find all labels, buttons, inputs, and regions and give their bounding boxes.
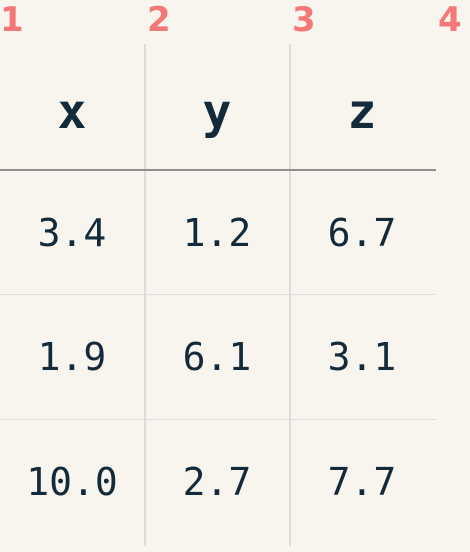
header-z: z: [347, 84, 377, 140]
column-number-4: 4: [438, 0, 462, 40]
column-number-2: 2: [147, 0, 171, 40]
cell-r1-x: 3.4: [37, 211, 107, 255]
header-y: y: [202, 84, 232, 140]
row-divider: [0, 419, 436, 420]
header-x: x: [57, 84, 87, 140]
data-table: x y z 3.4 1.2 6.7 1.9 6.1 3.1 10.0 2.7 7…: [0, 44, 436, 546]
column-divider: [144, 44, 146, 546]
column-number-3: 3: [292, 0, 316, 40]
cell-r3-z: 7.7: [327, 460, 397, 504]
row-divider: [0, 294, 436, 295]
cell-r2-z: 3.1: [327, 335, 397, 379]
column-divider: [289, 44, 291, 546]
cell-r1-z: 6.7: [327, 211, 397, 255]
cell-r3-y: 2.7: [182, 460, 252, 504]
cell-r2-x: 1.9: [37, 335, 107, 379]
column-number-1: 1: [0, 0, 24, 40]
cell-r2-y: 6.1: [182, 335, 252, 379]
cell-r3-x: 10.0: [26, 460, 118, 504]
cell-r1-y: 1.2: [182, 211, 252, 255]
header-divider: [0, 169, 436, 171]
